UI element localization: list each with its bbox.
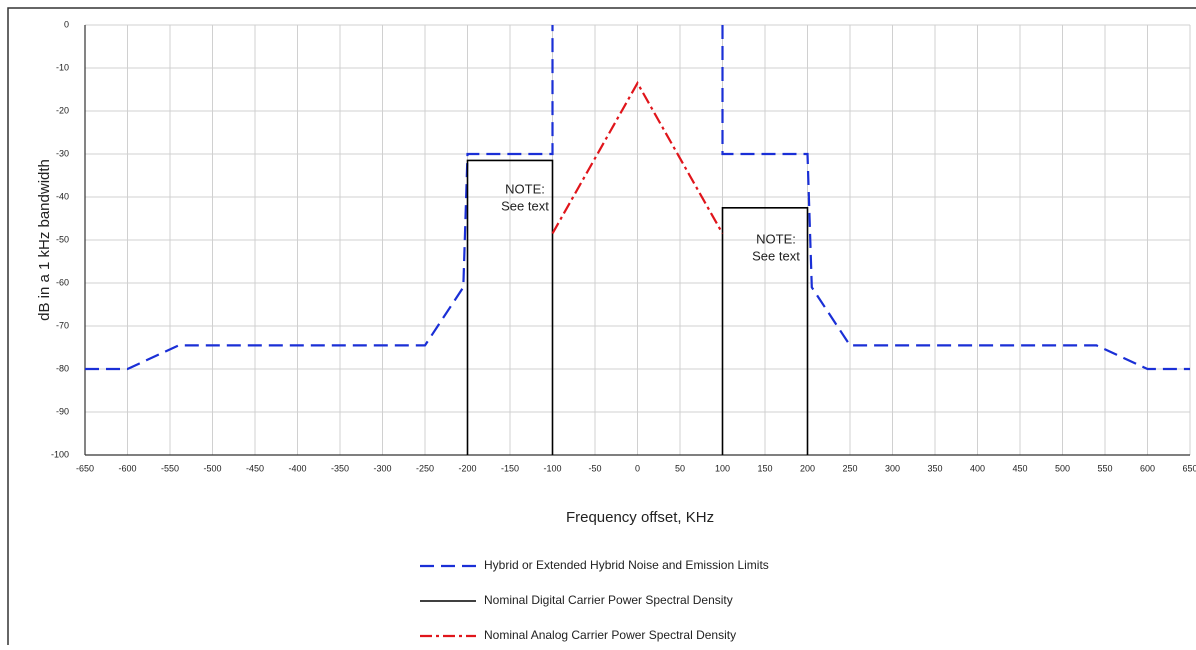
x-tick-label: 50 [675, 463, 685, 473]
x-tick-label: -500 [203, 463, 221, 473]
x-tick-label: 150 [757, 463, 772, 473]
x-tick-label: 0 [635, 463, 640, 473]
series-line [85, 25, 1190, 371]
x-tick-label: 300 [885, 463, 900, 473]
x-axis-label: Frequency offset, KHz [566, 509, 714, 526]
x-tick-label: -450 [246, 463, 264, 473]
y-tick-label: -10 [56, 62, 69, 72]
legend-label: Nominal Analog Carrier Power Spectral De… [484, 628, 736, 642]
x-tick-label: -350 [331, 463, 349, 473]
x-tick-label: 500 [1055, 463, 1070, 473]
x-tick-label: -400 [288, 463, 306, 473]
legend-label: Hybrid or Extended Hybrid Noise and Emis… [484, 558, 769, 572]
y-tick-label: -70 [56, 320, 69, 330]
x-tick-label: 100 [715, 463, 730, 473]
annotation: NOTE: [756, 231, 796, 246]
x-tick-label: 400 [970, 463, 985, 473]
x-tick-label: 250 [842, 463, 857, 473]
annotation: See text [501, 198, 549, 213]
x-tick-label: -600 [118, 463, 136, 473]
y-tick-label: -40 [56, 191, 69, 201]
x-tick-label: -150 [501, 463, 519, 473]
y-tick-label: -60 [56, 277, 69, 287]
y-tick-label: -100 [51, 449, 69, 459]
series-line [466, 159, 809, 455]
x-tick-label: -250 [416, 463, 434, 473]
y-tick-label: -50 [56, 234, 69, 244]
x-tick-label: -50 [588, 463, 601, 473]
y-axis-label: dB in a 1 kHz bandwidth [36, 159, 53, 321]
y-tick-label: -30 [56, 148, 69, 158]
x-tick-label: 650 [1182, 463, 1196, 473]
legend-label: Nominal Digital Carrier Power Spectral D… [484, 593, 733, 607]
y-tick-label: -80 [56, 363, 69, 373]
y-tick-label: -20 [56, 105, 69, 115]
x-tick-label: 200 [800, 463, 815, 473]
y-tick-label: 0 [64, 19, 69, 29]
x-tick-label: -300 [373, 463, 391, 473]
annotation: See text [752, 248, 800, 263]
y-tick-label: -90 [56, 406, 69, 416]
x-tick-label: -650 [76, 463, 94, 473]
x-tick-label: -200 [458, 463, 476, 473]
x-tick-label: 450 [1012, 463, 1027, 473]
x-tick-label: -100 [543, 463, 561, 473]
frame [7, 7, 1196, 650]
x-tick-label: 550 [1097, 463, 1112, 473]
x-tick-label: 600 [1140, 463, 1155, 473]
x-tick-label: -550 [161, 463, 179, 473]
x-tick-label: 350 [927, 463, 942, 473]
annotation: NOTE: [505, 181, 545, 196]
series-line [551, 80, 724, 235]
